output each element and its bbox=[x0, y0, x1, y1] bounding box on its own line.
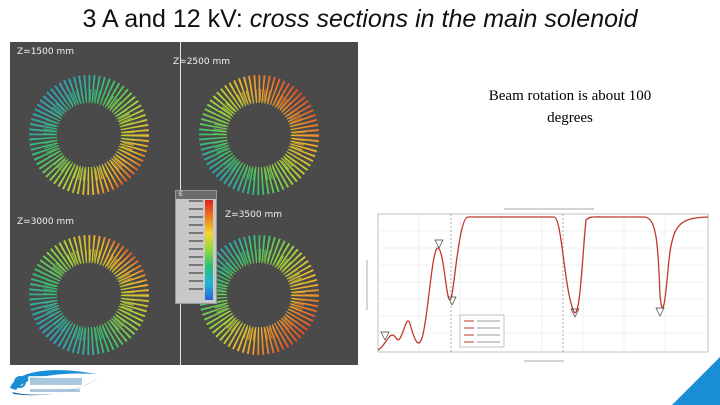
field-magnitude-plot bbox=[364, 200, 714, 366]
title-italic: cross sections in the main solenoid bbox=[249, 5, 638, 33]
z-label-3500: Z=3500 mm bbox=[225, 210, 283, 220]
slide-title: 3 A and 12 kV: cross sections in the mai… bbox=[0, 5, 720, 34]
color-scale-ticks bbox=[189, 200, 203, 300]
z-label-1500: Z=1500 mm bbox=[17, 47, 75, 57]
cross-section-panel: E bbox=[10, 42, 358, 365]
color-scale-gradient bbox=[205, 200, 213, 300]
color-scale-legend: E bbox=[175, 190, 217, 304]
note-line-2: degrees bbox=[547, 110, 593, 126]
z-label-3000: Z=3000 mm bbox=[17, 217, 75, 227]
field-plot-svg bbox=[366, 208, 709, 362]
title-prefix: 3 A and 12 kV: bbox=[82, 5, 250, 33]
cross-section-ring-3000 bbox=[29, 235, 149, 355]
hilumi-logo bbox=[10, 370, 98, 396]
cross-section-ring-2500 bbox=[199, 75, 319, 195]
field-curve bbox=[377, 216, 709, 351]
cross-section-ring-1500 bbox=[29, 75, 149, 195]
beam-rotation-note: Beam rotation is about 100 degrees bbox=[450, 85, 690, 129]
note-line-1: Beam rotation is about 100 bbox=[488, 88, 652, 104]
z-label-2500: Z=2500 mm bbox=[173, 57, 231, 67]
corner-decoration bbox=[672, 357, 720, 405]
